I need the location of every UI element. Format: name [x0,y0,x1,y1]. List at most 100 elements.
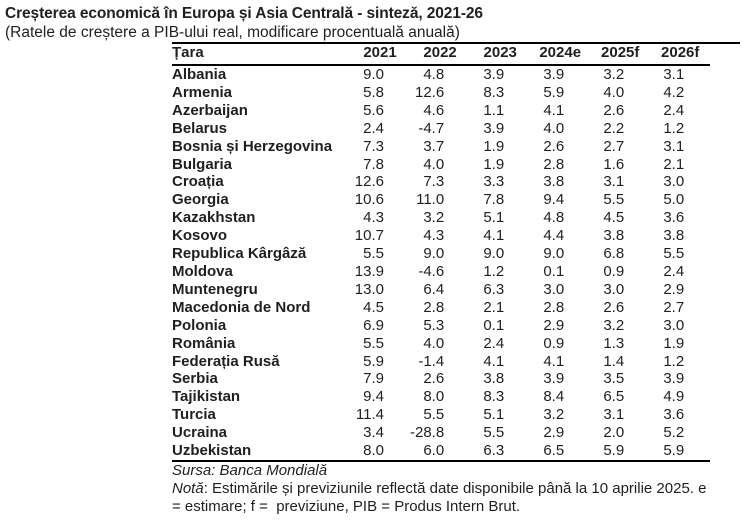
growth-value: 3.8 [543,173,565,191]
growth-value: 1.2 [483,262,505,280]
country-name: Bulgaria [172,155,233,173]
growth-value: -4.7 [418,119,445,137]
growth-value: 3.0 [603,280,625,298]
country-name: Federația Rusă [172,352,280,370]
country-name: Belarus [172,119,228,137]
growth-value: 2.9 [543,316,565,334]
growth-value: 2.4 [663,262,685,280]
column-header-2023: 2023 [470,44,531,66]
table-row: Bulgaria 7.8 4.0 1.9 2.8 1.6 2.1 [172,156,710,174]
growth-value: 2.0 [603,424,625,442]
growth-value: 6.8 [603,245,625,263]
growth-value: 4.1 [543,101,565,119]
note-text: : Estimările și previziunile reflectă da… [172,480,711,515]
growth-value: 7.8 [363,155,384,173]
growth-value: 5.3 [423,316,445,334]
growth-value: 4.1 [543,352,565,370]
growth-value: 2.6 [603,298,625,316]
country-name: Muntenegru [172,280,258,298]
growth-value: 2.7 [663,298,685,316]
table-row: Albania 9.0 4.8 3.9 3.9 3.2 3.1 [172,65,710,84]
table-row: Bosnia și Herzegovina 7.3 3.7 1.9 2.6 2.7 3.1 [172,138,710,156]
growth-value: 1.6 [603,155,625,173]
growth-value: 3.2 [543,406,565,424]
growth-value: 4.0 [423,334,445,352]
growth-value: 3.4 [363,424,384,442]
country-name: Uzbekistan [172,442,350,462]
growth-value: 11.0 [416,191,445,209]
growth-value: -28.8 [410,424,445,442]
growth-value: 9.0 [543,245,565,263]
table-row: Ucraina 3.4 -28.8 5.5 2.9 2.0 5.2 [172,424,710,442]
country-name: România [172,334,236,352]
country-name: Kazakhstan [172,209,256,227]
growth-value: 3.9 [483,119,505,137]
growth-value: 3.8 [603,227,625,245]
growth-value: 3.2 [603,66,625,83]
growth-value: 9.0 [483,245,505,263]
country-name: Macedonia de Nord [172,298,311,316]
growth-value: 4.6 [423,101,445,119]
country-name: Armenia [172,83,233,101]
column-header-2026f: 2026f [650,44,711,66]
column-header-2022: 2022 [410,44,471,66]
growth-value: 5.0 [663,191,685,209]
growth-value: 4.8 [543,209,565,227]
growth-value: 2.7 [603,137,625,155]
country-name: Turcia [172,406,216,424]
growth-value: 10.6 [354,191,384,209]
table-top-rule [172,42,740,44]
growth-value: 7.9 [363,370,384,388]
growth-value: 3.9 [543,66,565,83]
growth-value: 3.1 [663,66,685,83]
growth-value: 12.6 [415,83,445,101]
country-name: Kosovo [172,227,228,245]
table-footer: Sursa: Banca Mondială Notă: Estimările ș… [172,462,717,516]
country-name: Georgia [172,191,229,209]
growth-value: 3.8 [483,370,505,388]
gdp-growth-table: Țara 2021 2022 2023 2024e 2025f 2026f Albania 9… [172,44,711,462]
growth-value: 2.1 [483,298,505,316]
growth-value: 4.1 [483,227,505,245]
growth-value: 5.1 [483,209,505,227]
growth-value: 3.0 [663,316,685,334]
growth-value: 6.5 [603,388,625,406]
growth-value: 0.9 [603,262,625,280]
growth-value: 3.6 [663,406,685,424]
country-name: Azerbaijan [172,101,248,119]
table-row: Moldova 13.9 -4.6 1.2 0.1 0.9 2.4 [172,263,710,281]
growth-value: 1.4 [603,352,625,370]
growth-value: 6.9 [363,316,384,334]
growth-value: 5.5 [603,191,625,209]
growth-value: 2.4 [663,101,685,119]
growth-value: 5.5 [363,334,384,352]
country-name: Republica Kârgâză [172,245,307,263]
growth-value: 3.0 [543,280,565,298]
growth-value: 2.4 [363,119,384,137]
growth-value: 4.3 [363,209,384,227]
page-title: Creșterea economică în Europa și Asia Ce… [5,5,483,22]
growth-value: 5.9 [543,83,565,101]
growth-value: 1.1 [483,101,505,119]
methodology-note: Notă: Estimările și previziunile reflect… [172,480,717,516]
table-row: România 5.5 4.0 2.4 0.9 1.3 1.9 [172,335,710,353]
growth-value: 3.5 [603,370,625,388]
growth-value: 5.2 [663,424,685,442]
column-header-2025f: 2025f [590,44,651,66]
growth-value: 12.6 [354,173,384,191]
growth-value: 4.3 [423,227,445,245]
growth-value: 3.2 [423,209,445,227]
growth-value: 2.9 [663,280,685,298]
growth-value: 2.6 [543,137,565,155]
growth-value: 3.3 [483,173,505,191]
growth-value: 4.0 [603,83,625,101]
column-header-2021: 2021 [350,44,410,66]
growth-value: 2.6 [603,101,625,119]
growth-value: 3.6 [663,209,685,227]
growth-value: 3.1 [603,406,625,424]
growth-value: 4.9 [663,388,685,406]
table-row: Polonia 6.9 5.3 0.1 2.9 3.2 3.0 [172,317,710,335]
growth-value: 8.0 [350,442,410,462]
growth-value: 3.1 [663,137,685,155]
growth-value: 4.0 [423,155,445,173]
